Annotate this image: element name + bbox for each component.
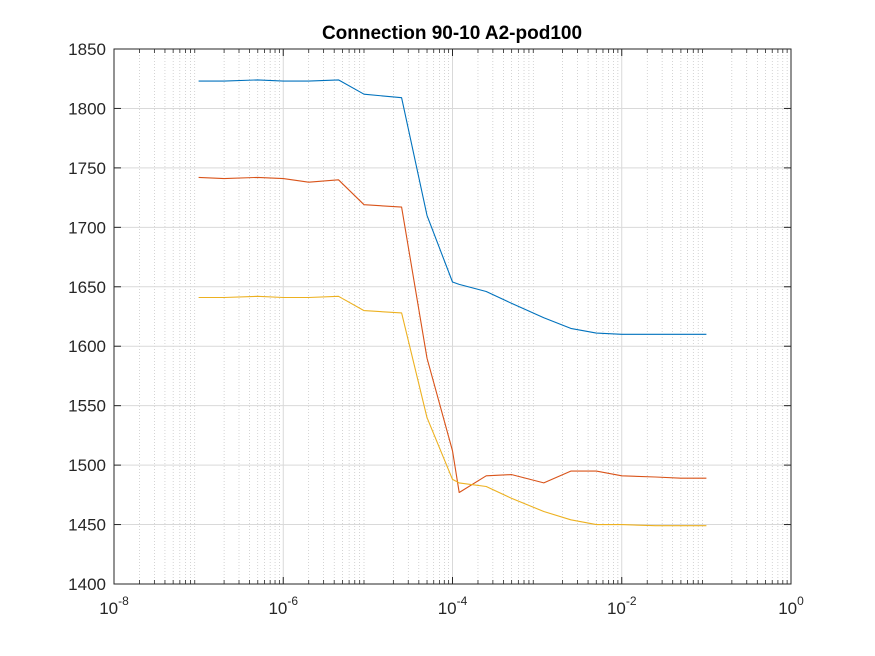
x-tick-label-base: 10 bbox=[99, 599, 118, 618]
x-tick-label: 10-8 bbox=[99, 594, 129, 618]
series-line-1 bbox=[198, 79, 707, 335]
x-tick-label: 10-6 bbox=[268, 594, 298, 618]
x-tick-label: 10-2 bbox=[607, 594, 637, 618]
minor-grid bbox=[139, 49, 788, 584]
y-tick-label: 1500 bbox=[68, 456, 106, 475]
chart-title: Connection 90-10 A2-pod100 bbox=[322, 23, 582, 44]
series-line-3 bbox=[198, 295, 707, 527]
x-tick-label-exponent: -6 bbox=[287, 594, 298, 608]
y-tick-label: 1400 bbox=[68, 575, 106, 594]
major-grid bbox=[114, 49, 791, 584]
y-tick-label: 1650 bbox=[68, 278, 106, 297]
tick-marks bbox=[113, 48, 792, 585]
y-tick-label: 1450 bbox=[68, 516, 106, 535]
y-tick-label: 1550 bbox=[68, 397, 106, 416]
x-tick-label-base: 10 bbox=[268, 599, 287, 618]
series-layer bbox=[198, 79, 707, 527]
x-tick-label-exponent: -8 bbox=[118, 594, 129, 608]
x-tick-label-exponent: -2 bbox=[626, 594, 637, 608]
series-line-2 bbox=[198, 176, 707, 494]
x-tick-label-base: 10 bbox=[607, 599, 626, 618]
x-tick-label-exponent: -4 bbox=[457, 594, 468, 608]
x-tick-label-exponent: 0 bbox=[797, 594, 804, 608]
x-tick-label-base: 10 bbox=[438, 599, 457, 618]
x-tick-label: 10-4 bbox=[438, 594, 468, 618]
x-tick-label: 100 bbox=[778, 594, 804, 618]
y-tick-labels: 1400 1450 1500 1550 1600 1650 1700 1750 1800 1850 bbox=[68, 40, 106, 594]
x-tick-labels: 10-8 10-6 10-4 10-2 100 bbox=[99, 594, 804, 618]
y-tick-label: 1700 bbox=[68, 218, 106, 237]
y-tick-label: 1850 bbox=[68, 40, 106, 59]
x-tick-label-base: 10 bbox=[778, 599, 797, 618]
y-tick-label: 1750 bbox=[68, 159, 106, 178]
y-tick-label: 1800 bbox=[68, 99, 106, 118]
y-tick-label: 1600 bbox=[68, 337, 106, 356]
